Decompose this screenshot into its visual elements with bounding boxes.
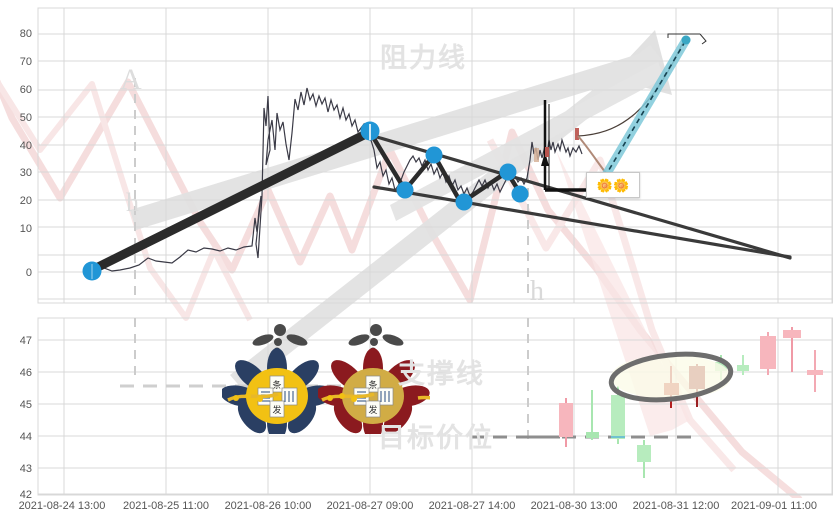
- price-line: [87, 87, 583, 273]
- y-tick-upper: 40: [19, 140, 32, 152]
- y-tick-upper: 10: [19, 223, 32, 235]
- candle: [611, 386, 625, 444]
- y-tick-upper: 80: [19, 28, 32, 40]
- y-tick-upper: 0: [25, 267, 32, 279]
- x-tick-label: 2021-08-24 13:00: [18, 500, 106, 512]
- x-tick-label: 2021-08-27 14:00: [428, 500, 516, 512]
- y-tick-lower: 44: [19, 431, 32, 443]
- swing-marker: [511, 185, 529, 203]
- upper-panel-content: [82, 33, 792, 281]
- x-tick-label: 2021-08-26 10:00: [224, 500, 312, 512]
- svg-text:条: 条: [272, 379, 281, 391]
- watermark-support: 支撑线: [398, 359, 485, 390]
- swing-marker: [499, 163, 517, 181]
- svg-text:发: 发: [368, 404, 377, 416]
- watermark-target: 目标价位: [378, 423, 494, 454]
- candle: [760, 332, 776, 375]
- x-tick-label: 2021-08-25 11:00: [122, 500, 210, 512]
- y-tick-lower: 47: [19, 335, 32, 347]
- candle: [783, 327, 801, 372]
- candle: [559, 398, 573, 447]
- vine-icon: [227, 392, 279, 402]
- pattern-highlight-ellipse: [608, 351, 734, 403]
- candle: [586, 390, 599, 440]
- y-tick-upper: 70: [19, 56, 32, 68]
- lower-panel-content: [470, 327, 823, 478]
- annotation-label-h-left: h: [126, 188, 139, 217]
- forecast-projection: [595, 33, 707, 190]
- lower-panel-grid: [37, 317, 833, 496]
- mini-candle-cluster: [534, 128, 579, 162]
- y-tick-lower: 42: [19, 489, 32, 501]
- swing-marker: [455, 193, 473, 211]
- swing-marker: [396, 181, 414, 199]
- x-tick-label: 2021-09-01 11:00: [730, 500, 818, 512]
- vine-icon: [321, 392, 430, 402]
- candle: [807, 350, 823, 392]
- candle: [737, 355, 749, 375]
- y-tick-upper: 50: [19, 112, 32, 124]
- flower-sticker-blue: 条 发: [222, 324, 332, 434]
- mahjong-tiles-icon: 条 发: [353, 375, 394, 418]
- y-tick-lower: 43: [19, 463, 32, 475]
- x-tick-label: 2021-08-27 09:00: [326, 500, 414, 512]
- x-tick-label: 2021-08-30 13:00: [530, 500, 618, 512]
- svg-text:条: 条: [368, 379, 377, 391]
- mahjong-tiles-icon: 条 发: [257, 375, 298, 418]
- support-trendline: [372, 185, 792, 259]
- watermark-resistance: 阻力线: [380, 43, 467, 74]
- primary-uptrend-line: [83, 127, 375, 277]
- y-tick-lower: 46: [19, 367, 32, 379]
- svg-text:发: 发: [272, 404, 281, 416]
- swing-markers[interactable]: [82, 121, 529, 281]
- candle: [637, 440, 651, 478]
- swing-marker: [425, 146, 443, 164]
- y-tick-upper: 30: [19, 167, 32, 179]
- y-tick-upper: 60: [19, 84, 32, 96]
- annotation-label-h-right: h: [530, 276, 544, 307]
- candlestick-series: [559, 327, 823, 478]
- flower-emoji-icon: 🌼🌼: [596, 177, 630, 193]
- annotation-label-A: A: [120, 63, 142, 96]
- x-tick-label: 2021-08-31 12:00: [632, 500, 720, 512]
- y-tick-upper: 20: [19, 195, 32, 207]
- flower-sticker-red: 条 发: [318, 324, 430, 434]
- emoji-tooltip[interactable]: 🌼🌼: [586, 172, 640, 198]
- y-tick-lower: 45: [19, 399, 32, 411]
